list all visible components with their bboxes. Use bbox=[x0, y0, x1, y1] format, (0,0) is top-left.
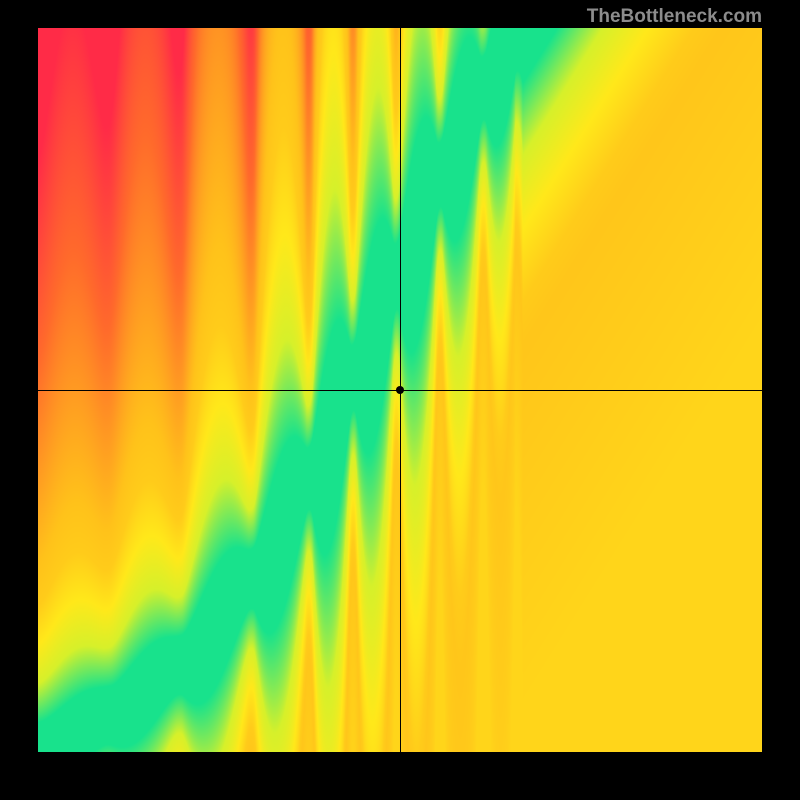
watermark-text: TheBottleneck.com bbox=[587, 6, 762, 28]
crosshair-marker bbox=[396, 386, 404, 394]
